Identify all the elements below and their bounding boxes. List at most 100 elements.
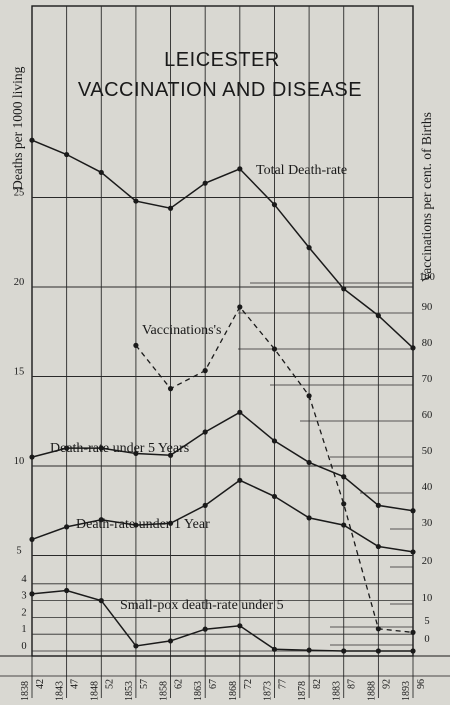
- x-tick-label-end: 72: [243, 679, 254, 689]
- x-tick-label-end: 92: [381, 679, 392, 689]
- x-tick-label-start: 1858: [159, 681, 170, 700]
- left-tick-label: 20: [14, 277, 25, 288]
- data-point: [306, 459, 312, 466]
- series-line: [31, 589, 413, 652]
- data-point: [341, 648, 347, 654]
- x-tick-label-end: 42: [35, 679, 46, 689]
- x-tick-label-end: 82: [312, 679, 323, 689]
- data-point: [375, 502, 381, 508]
- x-tick-label-start: 1893: [401, 681, 412, 700]
- data-point: [202, 502, 208, 508]
- data-point: [410, 345, 416, 351]
- x-tick-label-start: 1878: [297, 681, 308, 700]
- series-label: Small-pox death-rate under 5: [120, 598, 284, 613]
- x-tick-label-start: 1843: [55, 681, 66, 700]
- left-tick-label-lower: 2: [21, 607, 26, 618]
- data-point: [237, 623, 243, 629]
- data-point: [410, 648, 416, 654]
- data-point: [167, 205, 174, 211]
- data-point: [341, 522, 347, 528]
- data-point: [271, 438, 278, 444]
- x-tick-label-start: 1888: [366, 681, 377, 700]
- data-point: [410, 549, 416, 555]
- series-line: [31, 411, 414, 512]
- data-point: [271, 646, 278, 652]
- data-point: [341, 286, 347, 292]
- left-tick-label: 15: [14, 367, 25, 378]
- right-tick-label: 80: [422, 338, 433, 349]
- data-point: [202, 626, 208, 632]
- series-label: Vaccinations's: [142, 323, 222, 338]
- data-point: [167, 520, 174, 526]
- data-point: [167, 452, 174, 458]
- right-tick-label: 90: [422, 302, 433, 313]
- data-point: [306, 245, 312, 251]
- data-point: [167, 638, 174, 644]
- left-tick-label: 5: [16, 546, 21, 557]
- right-tick-label: 100: [419, 272, 435, 283]
- data-point: [237, 477, 243, 483]
- data-point: [271, 346, 278, 352]
- data-point: [341, 474, 347, 480]
- x-tick-label-end: 67: [208, 679, 219, 689]
- chart-title-line-1: LEICESTER: [164, 49, 280, 71]
- data-point: [64, 151, 70, 158]
- chart-title-line-2: VACCINATION AND DISEASE: [78, 79, 362, 101]
- x-tick-label-end: 52: [104, 679, 115, 689]
- data-point: [375, 648, 381, 654]
- plot-frame: [31, 5, 414, 657]
- axes: 1838 42 1843 47 1848 52 1853 57 1858 62 1863 67 1868…: [0, 66, 450, 701]
- left-tick-label-lower: 0: [21, 641, 26, 652]
- data-point: [410, 629, 416, 636]
- data-point: [167, 386, 174, 392]
- x-tick-label-end: 47: [70, 679, 81, 689]
- x-tick-label-end: 62: [174, 679, 185, 689]
- x-tick-label-start: 1853: [124, 681, 135, 700]
- series-layer: [29, 137, 416, 654]
- label-layer: LEICESTER VACCINATION AND DISEASE Total De…: [50, 49, 362, 613]
- data-point: [29, 454, 35, 460]
- data-point: [133, 342, 139, 348]
- x-tick-label-end: 96: [416, 679, 427, 689]
- data-point: [98, 598, 104, 604]
- data-point: [237, 166, 243, 172]
- x-tick-label-start: 1868: [228, 681, 239, 700]
- right-tick-label: 60: [422, 410, 433, 421]
- left-tick-label-lower: 1: [21, 624, 26, 635]
- x-tick-label-start: 1848: [89, 681, 100, 700]
- data-point: [29, 591, 35, 597]
- left-tick-label-lower: 3: [21, 591, 26, 602]
- data-point: [133, 522, 139, 528]
- x-tick-label-start: 1863: [193, 681, 204, 700]
- right-tick-label: 5: [424, 616, 429, 627]
- data-point: [375, 626, 381, 632]
- series-line: [135, 305, 414, 634]
- data-point: [64, 445, 70, 451]
- data-point: [306, 647, 312, 653]
- left-tick-label: 10: [14, 456, 25, 467]
- data-point: [98, 169, 104, 176]
- series-label: Death-rate under 5 Years: [50, 441, 189, 456]
- series-label: Total Death-rate: [256, 163, 347, 178]
- right-tick-label: 30: [422, 518, 433, 529]
- series-line: [31, 479, 414, 553]
- data-point: [64, 587, 70, 594]
- x-tick-label-end: 87: [347, 679, 358, 689]
- data-point: [271, 493, 278, 500]
- right-tick-label: 70: [422, 374, 433, 385]
- x-tick-label-start: 1838: [20, 681, 31, 700]
- data-point: [237, 304, 243, 310]
- right-tick-label: 50: [422, 446, 433, 457]
- y-axis-label-left: Deaths per 1000 living: [10, 66, 25, 190]
- data-point: [410, 508, 416, 514]
- right-tick-label: 10: [422, 593, 433, 604]
- x-tick-label-end: 77: [277, 679, 288, 689]
- data-point: [306, 515, 312, 521]
- right-tick-label: 0: [424, 634, 429, 645]
- grid: [31, 5, 414, 657]
- data-point: [375, 543, 381, 550]
- data-point: [133, 643, 139, 649]
- data-point: [271, 202, 278, 208]
- right-tick-label: 40: [422, 482, 433, 493]
